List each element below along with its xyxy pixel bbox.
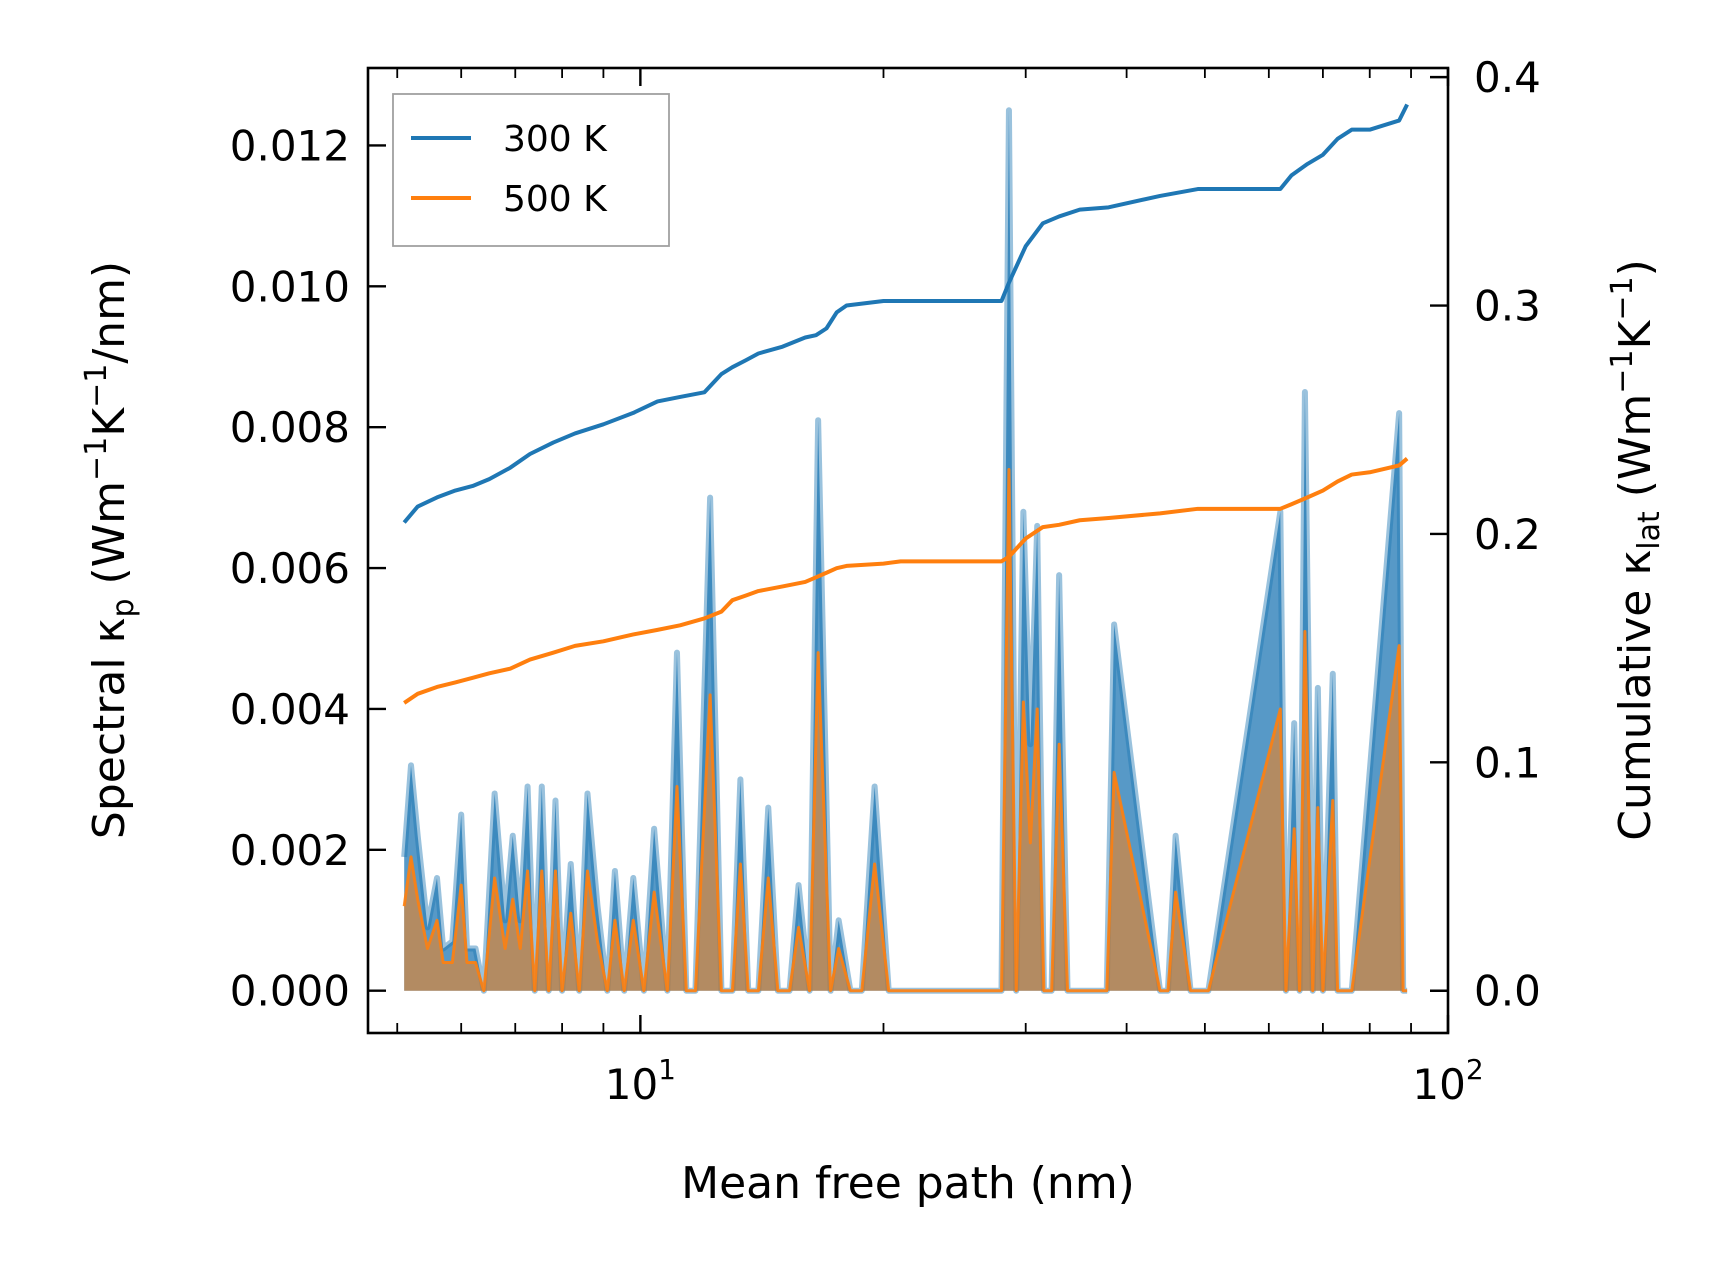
y-right-label-sub: lat [1632, 511, 1667, 550]
spectral-500k-line [402, 468, 1408, 993]
y-right-label-sup2: −1 [1605, 276, 1640, 320]
x-tick-label-exponent: 1 [658, 1053, 676, 1086]
y-left-tick-label: 0.012 [230, 121, 350, 170]
y-right-label-part3: K [1610, 319, 1661, 349]
y-right-label-part1: Cumulative κ [1610, 550, 1661, 841]
y-left-tick-label: 0.002 [230, 826, 350, 875]
y-left-tick-label: 0.008 [230, 403, 350, 452]
x-tick-label-base: 10 [605, 1060, 658, 1109]
x-tick-label-exponent: 2 [1466, 1053, 1484, 1086]
x-axis-label: Mean free path (nm) [681, 1158, 1135, 1209]
y-right-tick-label: 0.2 [1474, 510, 1541, 559]
y-left-label-part4: /nm) [84, 261, 135, 364]
y-left-label-part2: (Wm [84, 481, 135, 599]
legend-frame [392, 93, 670, 247]
y-left-label-sup2: −1 [79, 364, 114, 408]
y-right-tick-label: 0.1 [1474, 738, 1541, 787]
legend-label-500k: 500 K [503, 179, 608, 220]
x-tick-label-base: 10 [1412, 1060, 1465, 1109]
y-right-label-sup1: −1 [1605, 349, 1640, 393]
x-tick-label: 102 [1412, 1053, 1483, 1109]
y-left-tick-label: 0.000 [230, 967, 350, 1016]
y-left-tick-label: 0.010 [230, 262, 350, 311]
svg-text:Spectral κp (Wm−1K−1/nm): Spectral κp (Wm−1K−1/nm) [79, 261, 141, 839]
spectral-300k-line [401, 107, 1408, 994]
y-left-tick-label: 0.006 [230, 544, 350, 593]
y-left-label-part3: K [84, 407, 135, 437]
plot-frame [366, 66, 1450, 1035]
y-axis-right-label: Cumulative κlat (Wm−1K−1) [1605, 259, 1667, 841]
legend: 300 K 500 K [392, 93, 670, 247]
svg-text:Cumulative κlat (Wm−1K−1): Cumulative κlat (Wm−1K−1) [1605, 259, 1667, 841]
x-tick-label: 101 [605, 1053, 676, 1109]
y-left-tick-label: 0.004 [230, 685, 350, 734]
y-left-label-part1: Spectral κ [84, 618, 135, 840]
data-layer [401, 103, 1409, 994]
y-right-tick-label: 0.3 [1474, 282, 1541, 331]
legend-label-300k: 300 K [503, 119, 608, 160]
y-right-label-part2: (Wm [1610, 394, 1661, 512]
spectral-500k-area [404, 469, 1408, 991]
y-right-label-part4: ) [1610, 259, 1661, 276]
y-axis-left-label: Spectral κp (Wm−1K−1/nm) [79, 261, 141, 839]
y-right-tick-label: 0.0 [1474, 967, 1541, 1016]
y-right-tick-label: 0.4 [1474, 53, 1541, 102]
cumulative-300k-line [402, 103, 1409, 524]
ticks-layer: 0.000 0.002 0.004 0.006 0.008 0.010 0.012 0.0 0.… [230, 53, 1541, 1109]
y-left-label-sub: p [106, 598, 141, 617]
y-left-label-sup1: −1 [79, 437, 114, 481]
cumulative-500k-line [403, 457, 1409, 705]
